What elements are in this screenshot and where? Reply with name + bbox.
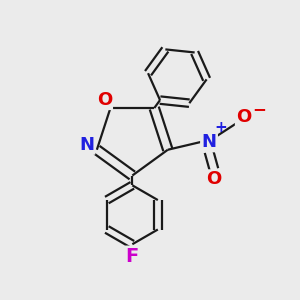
Text: −: − xyxy=(252,100,266,118)
Text: O: O xyxy=(236,108,251,126)
Text: +: + xyxy=(214,120,227,135)
Text: O: O xyxy=(97,91,112,109)
Text: N: N xyxy=(202,133,217,151)
Text: O: O xyxy=(206,170,222,188)
Text: N: N xyxy=(80,136,94,154)
Text: F: F xyxy=(126,247,139,266)
